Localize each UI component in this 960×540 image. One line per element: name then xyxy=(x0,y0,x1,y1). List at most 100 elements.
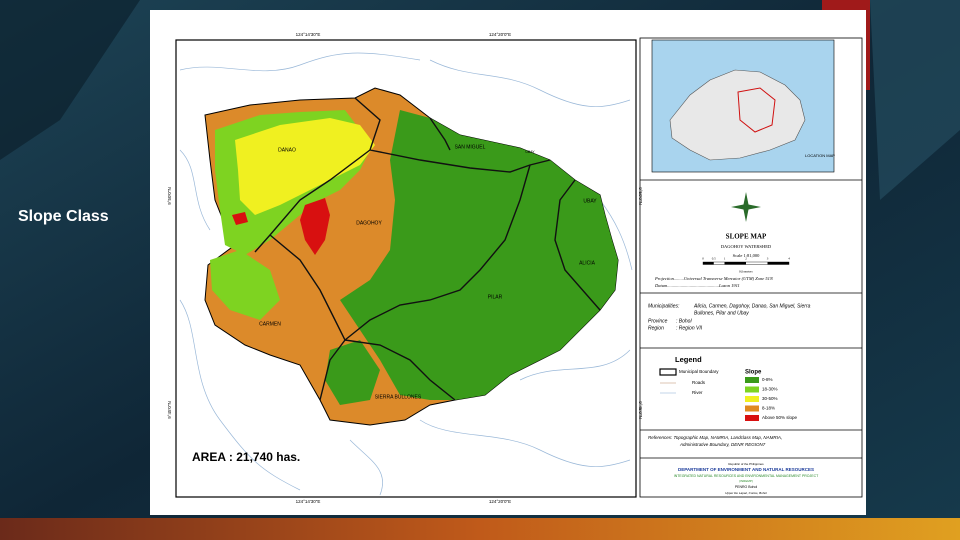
slope-label: 8-18% xyxy=(762,406,775,411)
scale-unit: Kilometers xyxy=(739,270,753,274)
side-panel xyxy=(639,37,863,498)
slope-swatch xyxy=(745,415,759,421)
inset-label: LOCATION MAP xyxy=(805,153,835,158)
main-map: DANAO SAN MIGUEL UBAY UBAY DAGOHOY ALICIA PILA… xyxy=(167,32,643,504)
address: Upper De Lapaz, Cortes, Bohol xyxy=(725,491,767,495)
lat-label: 9°45'0"N xyxy=(167,401,172,419)
river xyxy=(179,299,301,491)
office: PENRO Bohol xyxy=(735,485,758,489)
project-short: (INREMP) xyxy=(739,479,753,483)
legend-title: Legend xyxy=(675,355,702,364)
river xyxy=(179,149,211,231)
scale-bar-seg xyxy=(724,262,746,265)
slope-18-30 xyxy=(210,250,280,320)
reference: References: Topographic Map, NAMRIA, Lan… xyxy=(648,435,782,440)
municipality-label: UBAY xyxy=(525,150,535,154)
region: : Region VII xyxy=(676,325,703,331)
lon-label: 124°14'30"E xyxy=(296,499,321,504)
boundary xyxy=(344,339,456,401)
scale-bar-seg xyxy=(767,262,789,265)
legend-river: River xyxy=(692,390,703,395)
lon-label: 124°20'0"E xyxy=(489,499,511,504)
municipality-label: ALICIA xyxy=(579,260,596,266)
datum: Datum...................................… xyxy=(654,283,740,288)
boundary xyxy=(429,117,451,151)
map-scale: Scale 1:81,000 xyxy=(733,253,760,259)
legend: Legend Municipal Boundary Roads River Sl… xyxy=(659,355,798,421)
slope-0-8 xyxy=(340,110,618,400)
slope-above-50 xyxy=(232,212,248,225)
legend-roads: Roads xyxy=(692,380,706,385)
legend-boundary: Municipal Boundary xyxy=(679,369,719,374)
inset-island xyxy=(669,69,806,161)
municipality-label: UBAY xyxy=(583,198,597,204)
agency: DEPARTMENT OF ENVIRONMENT AND NATURAL RE… xyxy=(678,467,814,472)
municipality-label: PILAR xyxy=(488,294,503,300)
slope-swatch xyxy=(745,377,759,383)
area-label: AREA : 21,740 has. xyxy=(192,450,300,464)
scale-tick: 4 xyxy=(788,257,790,261)
lon-label: 124°20'0"E xyxy=(489,32,511,37)
slope-swatch xyxy=(745,386,759,393)
scale-tick: 3 xyxy=(767,257,769,261)
lon-label: 124°14'30"E xyxy=(296,32,321,37)
bg-shape xyxy=(870,0,960,200)
project: INTEGRATED NATURAL RESOURCES AND ENVIRON… xyxy=(674,474,819,478)
river xyxy=(429,59,631,107)
rivers xyxy=(179,52,633,496)
boundary-swatch xyxy=(659,368,677,376)
scale-tick: 0.5 xyxy=(712,257,716,261)
region-label: Region xyxy=(648,325,664,331)
boundaries xyxy=(254,97,601,401)
panel-frame xyxy=(639,37,863,498)
province: : Bohol xyxy=(676,318,692,324)
scale-tick: 1 xyxy=(724,257,726,261)
scale-tick: 0 xyxy=(702,257,704,261)
boundary xyxy=(554,179,601,311)
municipality-labels: DANAO SAN MIGUEL UBAY UBAY DAGOHOY ALICIA PILA… xyxy=(259,144,597,400)
references: References: Topographic Map, NAMRIA, Lan… xyxy=(648,435,782,447)
municipality-label: DAGOHOY xyxy=(356,220,382,226)
boundary xyxy=(269,234,346,401)
boundary xyxy=(344,164,531,341)
municipality-label: CARMEN xyxy=(259,321,281,327)
slope-label: 30-50% xyxy=(762,396,778,401)
river xyxy=(519,349,631,381)
admin-block: Municipalities: Alicia, Carmen, Dagohoy,… xyxy=(648,303,811,331)
slope-0-8 xyxy=(325,340,380,405)
boundary xyxy=(369,149,551,173)
river xyxy=(179,52,421,72)
title-block: SLOPE MAP DAGOHOY WATERSHED Scale 1:81,0… xyxy=(654,233,790,288)
slope-above-50 xyxy=(300,198,330,255)
scale-bar-seg xyxy=(703,262,714,265)
river xyxy=(419,419,631,467)
slope-label: 0-8% xyxy=(762,377,773,382)
slope-30-50 xyxy=(235,118,375,215)
inset-map: LOCATION MAP xyxy=(651,39,835,173)
slope-swatch xyxy=(745,396,759,402)
slope-swatch xyxy=(745,405,759,412)
province-label: Province xyxy=(648,318,668,324)
slope-label: Above 50% slope xyxy=(762,415,798,420)
lat-label: 9°50'0"N xyxy=(167,187,172,205)
river xyxy=(349,439,383,496)
river xyxy=(599,199,633,271)
bg-shape xyxy=(0,0,140,160)
republic: Republic of the Philippines xyxy=(728,462,764,466)
north-arrow xyxy=(731,192,761,222)
municipality-label: SAN MIGUEL xyxy=(455,144,486,150)
inset-watershed xyxy=(737,87,776,133)
slope-label: 18-30% xyxy=(762,387,778,392)
scale-tick: 2 xyxy=(745,257,747,261)
municipalities-label: Municipalities: xyxy=(648,303,680,309)
slide-title: Slope Class xyxy=(18,208,109,225)
municipalities: Bullones, Pilar and Ubay xyxy=(694,310,749,316)
map-title: SLOPE MAP xyxy=(726,233,767,241)
reference: Administrative Boundary, DENR REGION7 xyxy=(679,442,766,447)
bottom-band xyxy=(0,518,960,540)
municipality-label: SIERRA BULLONES xyxy=(375,394,422,400)
projection: Projection.........Universal Transverse … xyxy=(654,276,774,281)
footer: Republic of the Philippines DEPARTMENT O… xyxy=(674,462,819,495)
